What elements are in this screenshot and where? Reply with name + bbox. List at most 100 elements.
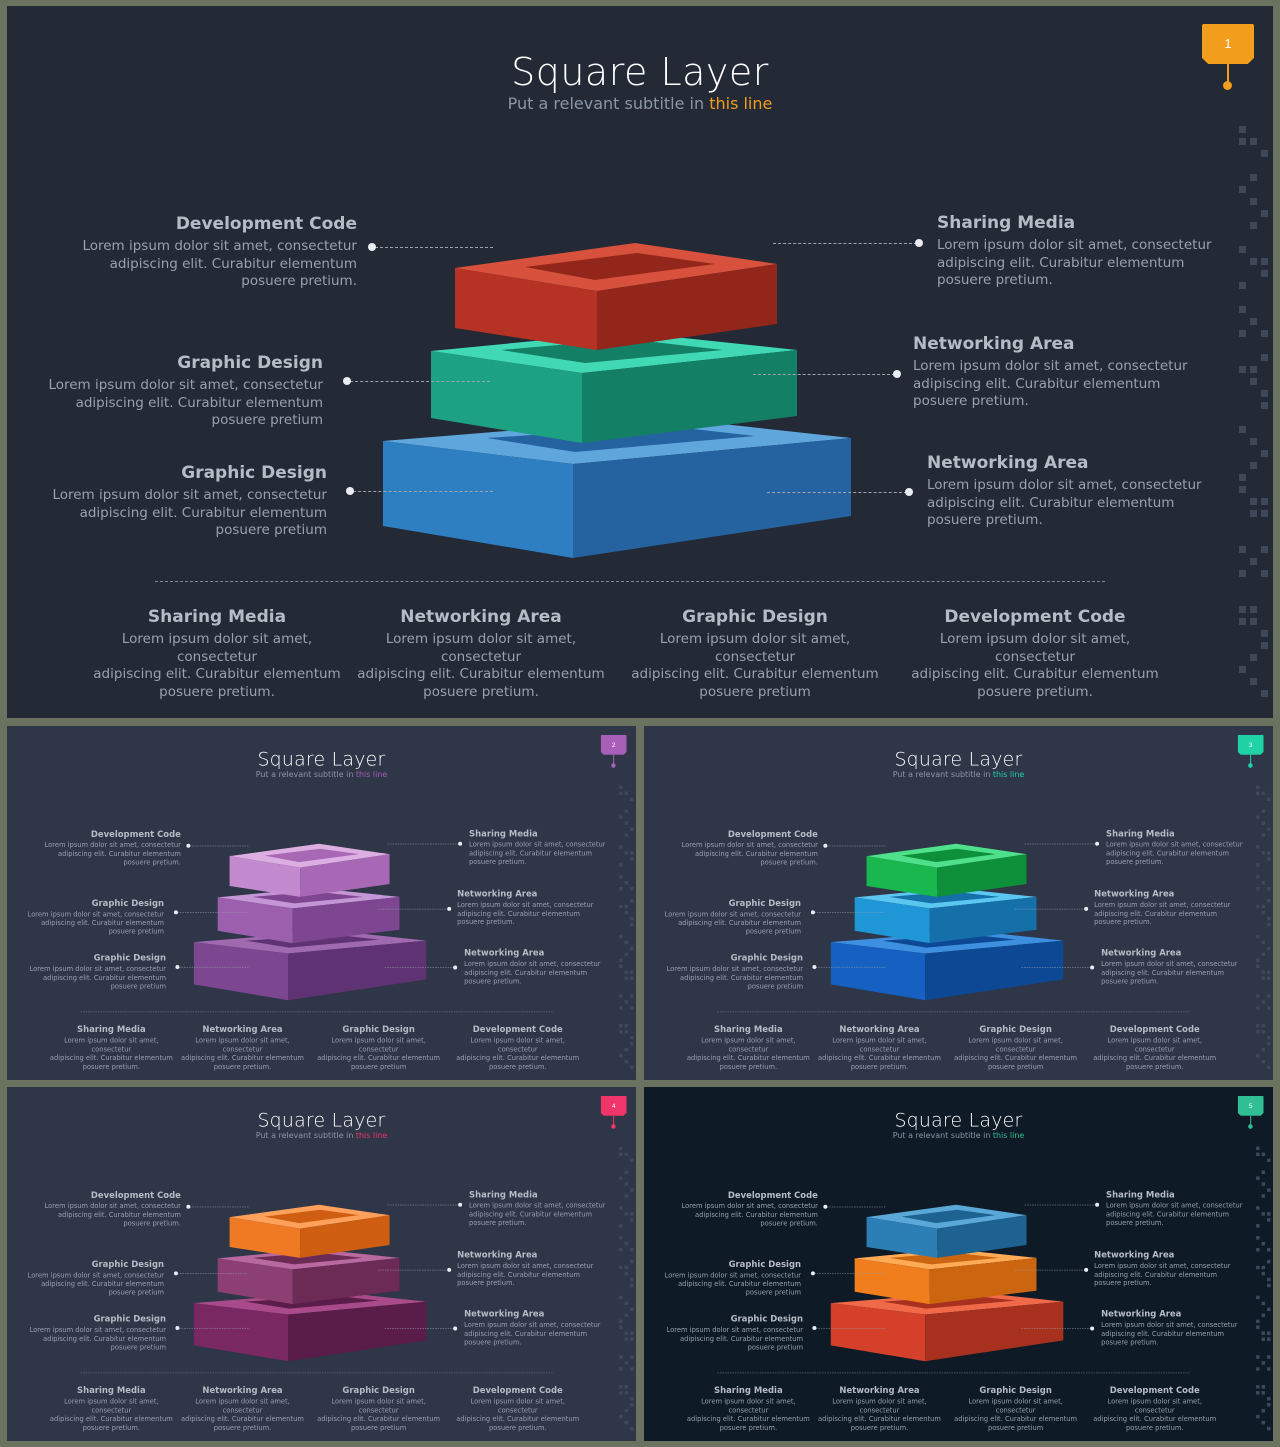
badge-shape	[1237, 1095, 1264, 1116]
callout-heading: Graphic Design	[682, 607, 828, 627]
decoration-square	[624, 1047, 629, 1052]
callout-heading: Networking Area	[1101, 1309, 1182, 1320]
decoration-square	[1261, 1047, 1266, 1052]
decoration-square	[1261, 1301, 1266, 1306]
bottom-layer	[383, 418, 851, 558]
callout-body-line: adipiscing elit. Curabitur elementum	[357, 666, 605, 682]
decoration-square	[624, 1242, 629, 1246]
slide-5: Square Layer Put a relevant subtitle in …	[644, 1087, 1273, 1441]
decoration-square	[619, 1414, 623, 1419]
decoration-square	[1256, 875, 1260, 879]
bottom-item-development-code: Development Code Lorem ipsum dolor sit am…	[1090, 1025, 1219, 1072]
callout-development-code: Development Code Lorem ipsum dolor sit am…	[44, 1190, 180, 1228]
subtitle-text: Put a relevant subtitle in	[892, 1130, 993, 1141]
decoration-square	[630, 1065, 634, 1070]
callout-body-line: posuere pretium	[745, 1288, 802, 1297]
callout-networking-area: Networking Area Lorem ipsum dolor sit ame…	[457, 889, 593, 927]
decoration-square	[1267, 797, 1271, 802]
callout-body-line: adipiscing elit. Curabitur elementum	[317, 1053, 441, 1062]
decoration-square	[1261, 390, 1268, 397]
middle-layer-left-face	[431, 351, 582, 443]
callout-body-line: Lorem ipsum dolor sit amet, consectetur	[44, 1202, 181, 1211]
badge-dot	[611, 1124, 616, 1129]
callout-heading: Sharing Media	[77, 1024, 146, 1035]
callout-body-line: posuere pretium.	[469, 858, 527, 867]
callout-body: Lorem ipsum dolor sit amet, consectetur a…	[667, 965, 803, 991]
slide-subtitle: Put a relevant subtitle in this line	[644, 770, 1273, 779]
middle-layer-right-face	[292, 1257, 400, 1305]
slide-subtitle: Put a relevant subtitle in this line	[644, 1131, 1273, 1140]
decoration-square	[619, 1391, 623, 1395]
decoration-square	[1267, 857, 1271, 861]
decoration-square	[1256, 1152, 1260, 1157]
decoration-square	[630, 851, 634, 855]
decoration-square	[1256, 815, 1260, 819]
section-divider	[155, 581, 1105, 582]
decoration-square	[630, 916, 634, 921]
leader-dot	[1095, 1202, 1100, 1207]
callout-body: Lorem ipsum dolor sit amet, consectetur a…	[48, 377, 323, 430]
callout-body-line: adipiscing elit. Curabitur elementum	[1106, 849, 1229, 858]
decoration-square	[619, 845, 623, 849]
decoration-square	[624, 833, 629, 837]
callout-body: Lorem ipsum dolor sit amet, consectetur a…	[1101, 960, 1237, 986]
decoration-square	[624, 1265, 629, 1270]
decoration-square	[1261, 1420, 1266, 1425]
leader-dot	[173, 910, 178, 915]
decoration-square	[1267, 1307, 1271, 1312]
decoration-square	[630, 1006, 634, 1010]
subtitle-highlight: this line	[992, 1130, 1025, 1141]
callout-heading: Development Code	[944, 607, 1126, 627]
decoration-square	[1267, 1041, 1271, 1046]
decoration-square	[1261, 952, 1266, 957]
middle-layer-left-face	[217, 1258, 293, 1305]
subtitle-text: Put a relevant subtitle in	[507, 94, 710, 113]
callout-body: Lorem ipsum dolor sit amet, consectetur a…	[464, 1321, 600, 1347]
callout-body-line: Lorem ipsum dolor sit amet, consectetur	[385, 631, 577, 665]
subtitle-highlight: this line	[709, 94, 773, 113]
decoration-square	[619, 1146, 623, 1151]
decoration-square	[630, 1397, 634, 1401]
callout-networking-area: Networking Area Lorem ipsum dolor sit ame…	[913, 334, 1188, 411]
decoration-square	[1256, 1006, 1260, 1010]
leader-line	[350, 381, 490, 382]
leader-dot	[810, 910, 815, 915]
callout-heading: Development Code	[472, 1385, 563, 1396]
decoration-square	[630, 1158, 634, 1163]
decoration-square	[1261, 330, 1268, 337]
callout-heading: Graphic Design	[177, 353, 323, 373]
slide-number: 2	[611, 740, 616, 749]
top-layer	[866, 1204, 1027, 1258]
slide-number-badge: 1	[1202, 24, 1254, 90]
slide-subtitle: Put a relevant subtitle in this line	[7, 94, 1273, 113]
top-layer-right-face	[597, 264, 777, 350]
middle-layer-left-face	[854, 1258, 930, 1305]
decoration-square	[1256, 1355, 1260, 1359]
callout-body-line: adipiscing elit. Curabitur elementum	[631, 666, 879, 682]
decoration-square	[1261, 910, 1266, 915]
callout-body: Lorem ipsum dolor sit amet, consectetur a…	[913, 358, 1188, 411]
decoration-square	[1256, 904, 1260, 909]
callout-body-line: posuere pretium.	[464, 1338, 522, 1347]
decoration-square	[630, 1218, 634, 1222]
layer-stack-graphic	[830, 1204, 1064, 1362]
bottom-layer-right-face	[925, 940, 1064, 1001]
decoration-square	[619, 1367, 623, 1371]
callout-graphic-design-2: Graphic Design Lorem ipsum dolor sit amet…	[30, 1314, 166, 1352]
decoration-square	[1250, 174, 1257, 181]
callout-body-line: posuere pretium	[211, 412, 323, 428]
decoration-square	[630, 1355, 634, 1359]
callout-graphic-design: Graphic Design Lorem ipsum dolor sit amet…	[28, 1259, 164, 1297]
decoration-square	[1239, 126, 1246, 133]
callout-heading: Sharing Media	[714, 1385, 783, 1396]
callout-body-line: adipiscing elit. Curabitur elementum	[686, 1414, 810, 1423]
slide-number: 1	[1224, 36, 1232, 51]
callout-body-line: Lorem ipsum dolor sit amet, consectetur	[331, 1397, 426, 1415]
decoration-square	[619, 1053, 623, 1058]
leader-dot	[343, 377, 351, 385]
decoration-square	[1267, 851, 1271, 855]
decoration-square	[1256, 958, 1260, 962]
decoration-square	[1250, 138, 1257, 145]
callout-body: Lorem ipsum dolor sit amet, consectetur a…	[453, 1398, 582, 1433]
callout-body-line: Lorem ipsum dolor sit amet, consectetur	[82, 238, 357, 254]
